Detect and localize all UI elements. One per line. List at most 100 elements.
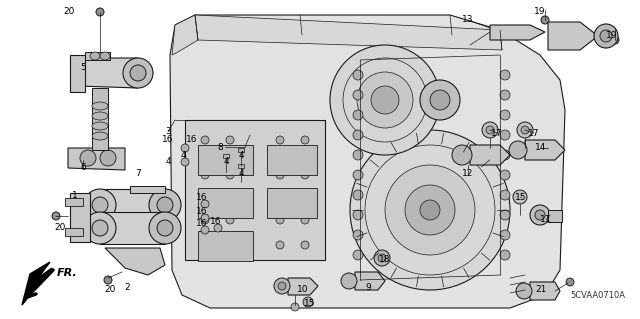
Text: 16: 16: [196, 194, 208, 203]
Polygon shape: [130, 186, 165, 193]
Text: 1: 1: [72, 191, 78, 201]
Ellipse shape: [276, 216, 284, 224]
Polygon shape: [22, 262, 52, 305]
Ellipse shape: [420, 200, 440, 220]
Ellipse shape: [84, 189, 116, 221]
Text: 10: 10: [297, 286, 308, 294]
Ellipse shape: [600, 30, 612, 42]
Ellipse shape: [181, 144, 189, 152]
Ellipse shape: [201, 216, 209, 224]
Text: 18: 18: [380, 255, 391, 263]
Ellipse shape: [104, 276, 112, 284]
Ellipse shape: [500, 230, 510, 240]
Ellipse shape: [92, 122, 108, 130]
Polygon shape: [525, 140, 565, 160]
Bar: [198, 188, 253, 218]
Text: 14: 14: [535, 144, 547, 152]
Ellipse shape: [301, 216, 309, 224]
Text: 17: 17: [492, 129, 503, 137]
Ellipse shape: [276, 171, 284, 179]
Ellipse shape: [130, 65, 146, 81]
Ellipse shape: [353, 150, 363, 160]
Ellipse shape: [350, 130, 510, 290]
Text: 19: 19: [606, 31, 618, 40]
Ellipse shape: [521, 126, 529, 134]
Ellipse shape: [181, 158, 189, 166]
Text: 4: 4: [223, 158, 229, 167]
Ellipse shape: [500, 130, 510, 140]
Ellipse shape: [92, 220, 108, 236]
Text: 19: 19: [534, 8, 546, 17]
Ellipse shape: [123, 58, 153, 88]
Bar: [65, 198, 83, 206]
Text: 12: 12: [462, 169, 474, 179]
Ellipse shape: [378, 254, 386, 262]
Text: 17: 17: [528, 129, 540, 137]
Ellipse shape: [157, 220, 173, 236]
Ellipse shape: [201, 241, 209, 249]
Text: 4: 4: [238, 151, 244, 160]
Text: 4: 4: [165, 158, 171, 167]
Ellipse shape: [353, 250, 363, 260]
Ellipse shape: [276, 136, 284, 144]
Text: 20: 20: [54, 224, 66, 233]
Ellipse shape: [274, 278, 290, 294]
Ellipse shape: [214, 224, 222, 232]
Ellipse shape: [226, 136, 234, 144]
Text: 16: 16: [211, 218, 221, 226]
Ellipse shape: [500, 150, 510, 160]
Ellipse shape: [301, 171, 309, 179]
Ellipse shape: [149, 189, 181, 221]
Ellipse shape: [353, 110, 363, 120]
Text: 21: 21: [535, 286, 547, 294]
Ellipse shape: [500, 170, 510, 180]
Text: 16: 16: [196, 219, 208, 228]
Ellipse shape: [500, 190, 510, 200]
Bar: [198, 145, 253, 175]
Bar: [185, 120, 325, 260]
Polygon shape: [100, 212, 165, 244]
Ellipse shape: [535, 210, 545, 220]
Ellipse shape: [303, 297, 313, 307]
Text: 5CVAA0710A: 5CVAA0710A: [570, 291, 625, 300]
Ellipse shape: [353, 190, 363, 200]
Ellipse shape: [330, 45, 440, 155]
Ellipse shape: [353, 130, 363, 140]
Text: 20: 20: [63, 8, 75, 17]
Ellipse shape: [513, 190, 527, 204]
Text: 7: 7: [135, 169, 141, 179]
Text: 15: 15: [515, 192, 527, 202]
Text: FR.: FR.: [57, 268, 77, 278]
Polygon shape: [548, 210, 562, 222]
Polygon shape: [490, 25, 545, 40]
Text: 13: 13: [462, 16, 474, 25]
Polygon shape: [530, 282, 560, 300]
Ellipse shape: [353, 170, 363, 180]
Text: 16: 16: [163, 135, 173, 144]
Ellipse shape: [100, 52, 110, 60]
Bar: [238, 148, 244, 152]
Polygon shape: [470, 145, 510, 165]
Ellipse shape: [357, 72, 413, 128]
Text: 16: 16: [196, 207, 208, 217]
Ellipse shape: [301, 136, 309, 144]
Ellipse shape: [84, 212, 116, 244]
Ellipse shape: [276, 241, 284, 249]
Ellipse shape: [353, 210, 363, 220]
Ellipse shape: [80, 150, 96, 166]
Polygon shape: [70, 193, 90, 242]
Ellipse shape: [90, 52, 100, 60]
Text: 11: 11: [540, 216, 552, 225]
Text: 6: 6: [80, 164, 86, 173]
Ellipse shape: [149, 212, 181, 244]
Ellipse shape: [500, 250, 510, 260]
Ellipse shape: [92, 102, 108, 110]
Ellipse shape: [420, 80, 460, 120]
Ellipse shape: [611, 36, 619, 44]
Ellipse shape: [201, 214, 209, 222]
Polygon shape: [288, 278, 318, 295]
Polygon shape: [68, 148, 125, 170]
Text: 9: 9: [365, 284, 371, 293]
Ellipse shape: [52, 212, 60, 220]
Ellipse shape: [226, 241, 234, 249]
